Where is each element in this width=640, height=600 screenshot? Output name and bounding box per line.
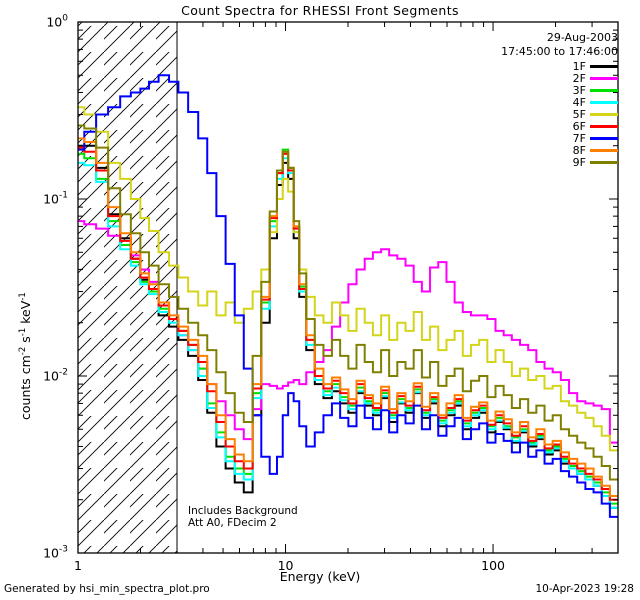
observation-time-range: 17:45:00 to 17:46:00 xyxy=(501,45,618,58)
legend-color-swatch xyxy=(590,112,618,116)
legend-item-8f: 8F xyxy=(572,143,618,157)
legend-color-swatch xyxy=(590,64,618,68)
legend-item-7f: 7F xyxy=(572,131,618,145)
y-axis-label: counts cm-2 s-1 keV-1 xyxy=(18,292,34,420)
legend-item-5f: 5F xyxy=(572,107,618,121)
y-tick-label: 10-2 xyxy=(43,368,68,384)
legend-color-swatch xyxy=(590,124,618,128)
legend-color-swatch xyxy=(590,76,618,80)
series-group xyxy=(78,74,618,518)
y-tick-label: 100 xyxy=(46,14,68,30)
axis-ticks xyxy=(77,21,619,554)
legend-item-2f: 2F xyxy=(572,71,618,85)
observation-date: 29-Aug-2003 xyxy=(546,31,618,44)
legend-label: 1F xyxy=(572,59,586,73)
y-tick-label: 10-3 xyxy=(43,545,68,561)
legend-item-3f: 3F xyxy=(572,83,618,97)
legend-color-swatch xyxy=(590,100,618,104)
annotation-includes-background: Includes Background xyxy=(188,505,298,517)
x-tick-label: 10 xyxy=(278,558,294,573)
hatched-excluded-band xyxy=(78,22,178,553)
spectrum-line-7f xyxy=(78,74,618,518)
legend-label: 3F xyxy=(572,83,586,97)
y-tick-label: 10-1 xyxy=(43,191,68,207)
legend-label: 7F xyxy=(572,131,586,145)
legend-label: 9F xyxy=(572,155,586,169)
spectrum-line-8f xyxy=(78,137,618,497)
x-axis-label: Energy (keV) xyxy=(279,569,361,584)
legend-item-9f: 9F xyxy=(572,155,618,169)
legend-label: 8F xyxy=(572,143,586,157)
legend-color-swatch xyxy=(590,88,618,92)
footer-timestamp: 10-Apr-2023 19:28 xyxy=(535,583,634,595)
legend-color-swatch xyxy=(590,148,618,152)
legend-item-6f: 6F xyxy=(572,119,618,133)
footer-generator: Generated by hsi_min_spectra_plot.pro xyxy=(4,583,210,595)
spectrum-line-9f xyxy=(78,124,618,481)
legend-label: 6F xyxy=(572,119,586,133)
legend-color-swatch xyxy=(590,160,618,164)
legend-label: 2F xyxy=(572,71,586,85)
legend-label: 4F xyxy=(572,95,586,109)
x-tick-label: 1 xyxy=(74,558,82,573)
spectrum-line-5f xyxy=(78,106,618,452)
legend: 1F 2F 3F 4F 5F 6F 7F 8F 9F xyxy=(572,59,618,169)
legend-color-swatch xyxy=(590,136,618,140)
legend-item-4f: 4F xyxy=(572,95,618,109)
annotation-attenuator-state: Att A0, FDecim 2 xyxy=(188,517,277,529)
legend-label: 5F xyxy=(572,107,586,121)
x-tick-label: 100 xyxy=(481,558,505,573)
chart-title: Count Spectra for RHESSI Front Segments xyxy=(181,3,459,18)
legend-item-1f: 1F xyxy=(572,59,618,73)
